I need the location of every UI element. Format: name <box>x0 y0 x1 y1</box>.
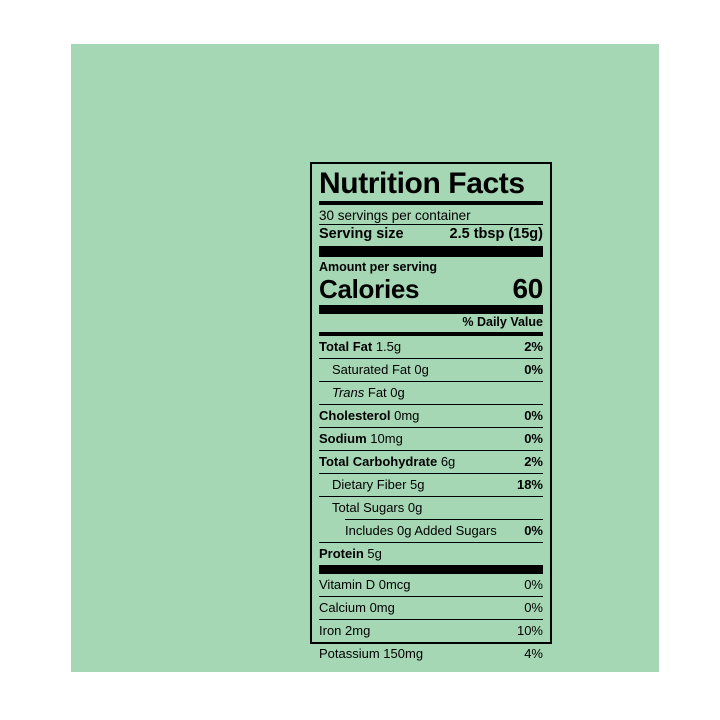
nutrient-amount: 0g <box>386 385 405 400</box>
thick-bar-above-calories <box>319 246 543 257</box>
micronutrient-row: Vitamin D 0mcg 0% <box>319 574 543 596</box>
micronutrient-row: Iron 2mg 10% <box>319 620 543 642</box>
nutrient-name: Total Fat 1.5g <box>319 339 401 355</box>
nutrient-amount: 5g <box>363 546 382 561</box>
nutrient-name-text: Sodium <box>319 431 367 446</box>
calories-label: Calories <box>319 274 420 304</box>
rule-under-servings <box>319 224 543 225</box>
micronutrient-daily-value: 4% <box>524 646 543 661</box>
nutrient-daily-value: 2% <box>524 454 543 469</box>
nutrient-name-text: Saturated Fat <box>332 362 411 377</box>
nutrient-row: Cholesterol 0mg 0% <box>319 405 543 427</box>
nutrient-name: Saturated Fat 0g <box>332 362 429 378</box>
nutrient-row: Saturated Fat 0g 0% <box>319 359 543 381</box>
row-rule <box>319 404 543 405</box>
nutrient-row: Protein 5g <box>319 543 543 565</box>
nutrient-name: Sodium 10mg <box>319 431 403 447</box>
row-rule <box>319 427 543 428</box>
row-rule <box>319 496 543 497</box>
nutrient-daily-value: 0% <box>524 523 543 538</box>
nutrient-name-text: Total Fat <box>319 339 373 354</box>
micronutrient-name: Calcium 0mg <box>319 600 395 615</box>
micronutrient-daily-value: 0% <box>524 600 543 615</box>
nutrient-name-text: Fat <box>367 385 387 400</box>
nutrient-daily-value: 0% <box>524 362 543 377</box>
label-title: Nutrition Facts <box>319 167 525 200</box>
servings-per-container: 30 servings per container <box>319 208 471 223</box>
serving-size-value: 2.5 tbsp (15g) <box>449 226 543 242</box>
nutrient-name: Total Carbohydrate 6g <box>319 454 455 470</box>
rule-under-title <box>319 201 543 205</box>
thick-bar-under-calories <box>319 305 543 314</box>
nutrient-name-text: Includes 0g Added Sugars <box>345 523 497 538</box>
nutrient-row: Sodium 10mg 0% <box>319 428 543 450</box>
nutrient-row: Dietary Fiber 5g 18% <box>319 474 543 496</box>
row-rule <box>319 450 543 451</box>
nutrient-name-text: Total Sugars <box>332 500 405 515</box>
mint-background-panel: Nutrition Facts 30 servings per containe… <box>71 44 659 672</box>
micronutrient-row-rule <box>319 619 543 620</box>
micronutrient-name: Potassium 150mg <box>319 646 424 661</box>
nutrient-daily-value: 0% <box>524 431 543 446</box>
nutrient-row: Includes 0g Added Sugars 0% <box>319 520 543 542</box>
nutrient-name: Includes 0g Added Sugars <box>345 523 497 539</box>
nutrient-row: Total Sugars 0g <box>319 497 543 519</box>
micronutrient-row: Calcium 0mg 0% <box>319 597 543 619</box>
nutrient-name-text: Protein <box>319 546 364 561</box>
micronutrient-row-rule <box>319 642 543 643</box>
nutrient-amount: 0mg <box>390 408 420 423</box>
nutrient-row: Trans Fat 0g <box>319 382 543 404</box>
nutrient-row: Total Fat 1.5g 2% <box>319 336 543 358</box>
nutrient-amount: 0g <box>410 362 429 377</box>
rule-under-dv-header <box>319 332 543 336</box>
thick-bar-under-protein <box>319 565 543 574</box>
amount-per-serving-label: Amount per serving <box>319 260 438 274</box>
nutrient-name: Total Sugars 0g <box>332 500 422 516</box>
micronutrient-daily-value: 10% <box>516 623 543 638</box>
row-rule <box>319 542 543 543</box>
nutrient-rows-container: Total Fat 1.5g 2% Saturated Fat 0g 0% Trans … <box>319 336 543 565</box>
serving-size-row: Serving size 2.5 tbsp (15g) <box>319 225 543 246</box>
nutrient-name: Cholesterol 0mg <box>319 408 419 424</box>
nutrient-name-text: Dietary Fiber <box>332 477 407 492</box>
micronutrient-name: Vitamin D 0mcg <box>319 577 411 592</box>
micronutrient-row-rule <box>319 596 543 597</box>
calories-value: 60 <box>512 273 543 304</box>
nutrient-name: Protein 5g <box>319 546 382 562</box>
micronutrient-rows-container: Vitamin D 0mcg 0% Calcium 0mg 0% Iron 2mg 10%… <box>319 574 543 665</box>
micronutrient-name: Iron 2mg <box>319 623 371 638</box>
row-rule <box>319 473 543 474</box>
row-rule-inset <box>345 519 543 520</box>
daily-value-header: % Daily Value <box>462 315 543 329</box>
nutrient-daily-value: 18% <box>516 477 543 492</box>
nutrient-amount: 0g <box>404 500 423 515</box>
nutrient-amount: 1.5g <box>372 339 402 354</box>
serving-size-label: Serving size <box>319 226 404 242</box>
nutrient-name-text: Cholesterol <box>319 408 391 423</box>
nutrient-row: Total Carbohydrate 6g 2% <box>319 451 543 473</box>
nutrient-daily-value: 2% <box>524 339 543 354</box>
nutrient-name: Trans Fat 0g <box>332 385 405 401</box>
nutrient-daily-value: 0% <box>524 408 543 423</box>
nutrient-amount: 6g <box>437 454 456 469</box>
micronutrient-daily-value: 0% <box>524 577 543 592</box>
row-rule <box>319 358 543 359</box>
nutrient-name: Dietary Fiber 5g <box>332 477 425 493</box>
nutrient-name-text: Total Carbohydrate <box>319 454 438 469</box>
nutrient-amount: 5g <box>406 477 425 492</box>
calories-row: Calories 60 <box>319 275 543 305</box>
nutrient-italic-prefix: Trans <box>332 385 365 400</box>
nutrition-facts-label: Nutrition Facts 30 servings per containe… <box>310 162 552 661</box>
micronutrient-row: Potassium 150mg 4% <box>319 643 543 665</box>
nutrient-amount: 10mg <box>366 431 403 446</box>
row-rule <box>319 381 543 382</box>
